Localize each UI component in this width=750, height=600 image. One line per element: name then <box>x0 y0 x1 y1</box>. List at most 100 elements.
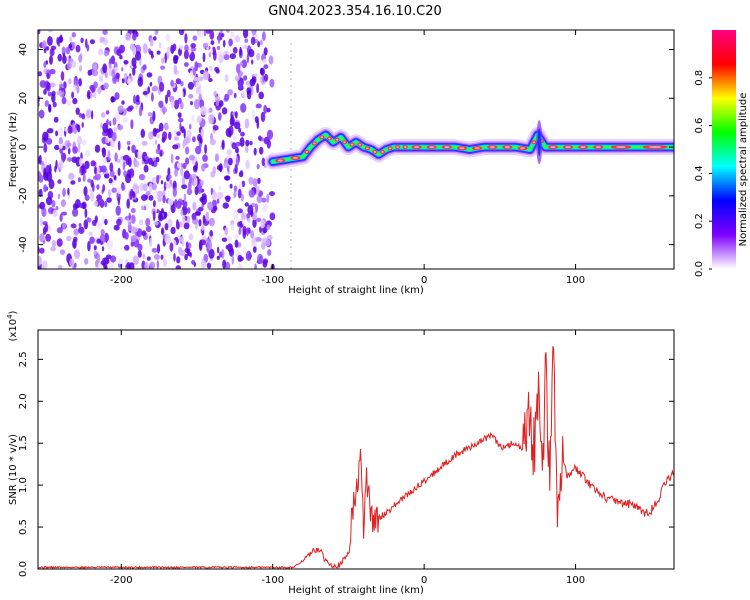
noise-speckle <box>244 202 249 207</box>
signal-hot-spot <box>396 146 399 149</box>
colorbar-tick-label: 0.2 <box>694 213 705 229</box>
noise-speckle <box>90 110 94 120</box>
noise-speckle <box>234 75 240 82</box>
noise-speckle <box>192 136 196 143</box>
noise-speckle <box>50 45 57 51</box>
noise-speckle <box>170 79 175 87</box>
noise-speckle <box>252 246 257 253</box>
noise-speckle <box>226 235 232 243</box>
noise-speckle <box>173 136 180 141</box>
noise-speckle <box>66 142 72 147</box>
noise-speckle <box>76 84 80 94</box>
noise-speckle <box>153 221 159 226</box>
noise-speckle <box>75 107 80 115</box>
noise-speckle <box>178 246 183 255</box>
noise-speckle <box>105 110 110 115</box>
noise-speckle <box>72 146 78 154</box>
noise-speckle <box>83 186 88 197</box>
noise-speckle <box>96 221 103 229</box>
noise-speckle <box>84 149 91 158</box>
noise-speckle <box>254 116 259 124</box>
noise-speckle <box>210 48 213 54</box>
noise-speckle <box>220 33 225 38</box>
noise-speckle <box>80 37 84 44</box>
noise-speckle <box>57 264 63 269</box>
noise-speckle <box>159 81 165 92</box>
snr-y-ticks: 0.0 0.5 1.0 1.5 2.0 2.5 <box>18 351 674 577</box>
signal-hot-spot <box>459 147 465 150</box>
noise-speckle <box>123 60 129 65</box>
noise-speckle <box>185 241 189 250</box>
signal-hot-spot <box>520 147 526 150</box>
noise-speckle <box>132 182 139 193</box>
noise-speckle <box>92 91 97 98</box>
noise-speckle <box>97 253 101 264</box>
noise-speckle <box>113 224 120 231</box>
noise-speckle <box>52 209 58 217</box>
noise-speckle <box>289 175 292 179</box>
noise-speckle <box>151 160 155 167</box>
colorbar-tick-label: 0.4 <box>694 165 705 181</box>
signal-hot-spot <box>403 146 407 149</box>
noise-speckle <box>114 152 118 163</box>
noise-speckle <box>134 51 142 61</box>
noise-speckle <box>289 63 292 67</box>
noise-speckle <box>263 47 268 56</box>
noise-speckle <box>132 191 136 198</box>
noise-speckle <box>86 90 91 100</box>
noise-speckle <box>91 69 99 77</box>
noise-speckle <box>143 164 149 173</box>
noise-speckle <box>127 105 134 110</box>
noise-speckle <box>289 84 292 88</box>
noise-speckle <box>177 97 182 104</box>
noise-speckle <box>71 60 77 68</box>
noise-speckle <box>51 93 56 103</box>
noise-speckle <box>89 39 95 45</box>
noise-speckle <box>289 77 292 81</box>
noise-speckle <box>182 214 186 225</box>
noise-speckle <box>53 116 59 123</box>
noise-speckle <box>247 218 251 224</box>
noise-speckle <box>185 146 190 155</box>
noise-speckle <box>180 126 185 134</box>
noise-speckle <box>96 194 102 201</box>
snr-series-line <box>38 346 674 569</box>
noise-speckle <box>202 52 206 63</box>
noise-speckle <box>175 155 180 160</box>
noise-speckle <box>101 246 105 252</box>
snr-frame <box>37 329 675 570</box>
noise-speckle <box>184 62 189 67</box>
noise-speckle <box>227 89 234 96</box>
noise-speckle <box>44 223 49 233</box>
noise-speckle <box>38 188 43 197</box>
noise-speckle <box>81 201 87 210</box>
snr-y-scale-label: (x104) <box>6 310 19 341</box>
noise-speckle <box>60 199 66 208</box>
noise-speckle <box>97 86 102 95</box>
noise-speckle <box>104 200 108 208</box>
noise-speckle <box>231 117 234 127</box>
noise-speckle <box>289 196 292 200</box>
colorbar-ticks: 0.0 0.2 0.4 0.6 0.8 <box>694 70 712 277</box>
noise-speckle <box>73 77 79 86</box>
noise-speckle <box>239 62 244 67</box>
noise-speckle <box>230 223 235 231</box>
noise-speckle <box>138 173 146 181</box>
noise-speckle <box>100 112 106 118</box>
noise-speckle <box>156 243 161 254</box>
noise-speckle <box>59 213 63 222</box>
noise-speckle <box>89 188 92 193</box>
y-tick-label: 1.5 <box>18 435 29 451</box>
noise-speckle <box>179 101 184 110</box>
noise-speckle <box>175 78 182 85</box>
noise-speckle <box>87 178 92 183</box>
noise-speckle <box>193 99 200 110</box>
noise-speckle <box>173 252 176 262</box>
noise-speckle <box>247 253 253 259</box>
noise-speckle <box>93 166 97 175</box>
noise-speckle <box>157 190 163 197</box>
noise-speckle <box>172 187 177 198</box>
noise-speckle <box>260 219 265 229</box>
noise-speckle <box>125 33 132 41</box>
noise-speckle <box>149 37 154 47</box>
